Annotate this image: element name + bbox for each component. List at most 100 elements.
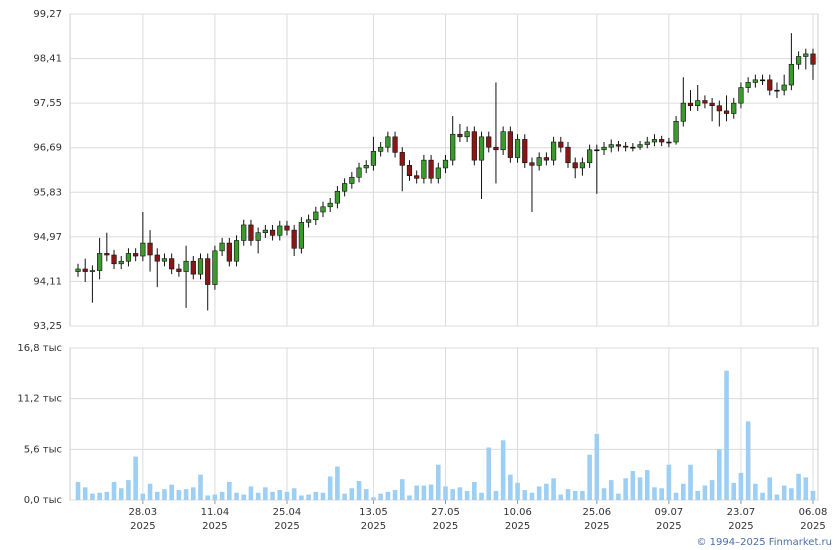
candle-body: [378, 146, 384, 152]
candle-body: [226, 242, 232, 262]
volume-bar: [385, 491, 391, 500]
volume-bar: [544, 483, 549, 500]
volume-bar: [760, 492, 765, 500]
x-tick-label: 25.06: [583, 507, 612, 518]
volume-bar: [558, 494, 564, 500]
candle-body: [558, 141, 564, 148]
candle-body: [471, 131, 477, 161]
candle-body: [385, 136, 391, 148]
volume-bar: [284, 491, 290, 500]
x-tick-label: 2025: [274, 521, 299, 532]
volume-bar: [75, 481, 81, 500]
volume-bar: [486, 447, 492, 500]
volume-bar: [745, 421, 751, 500]
candle-body: [803, 53, 809, 57]
candle-body: [392, 136, 398, 153]
volume-bar: [508, 474, 513, 500]
candle-body: [241, 224, 247, 241]
volume-bar: [789, 488, 794, 500]
volume-bar: [500, 440, 506, 500]
candle-body: [118, 260, 124, 265]
volume-bar: [724, 370, 729, 500]
volume-bar: [479, 492, 484, 500]
volume-bar: [255, 492, 261, 500]
candle-body: [666, 141, 672, 144]
volume-bar: [551, 478, 556, 500]
y-tick-label: 98,41: [33, 54, 62, 65]
x-tick-label: 28.03: [129, 507, 158, 518]
volume-bar: [126, 480, 131, 500]
volume-bar: [277, 490, 283, 500]
volume-bar: [198, 474, 203, 500]
x-tick-label: 27.05: [431, 507, 460, 518]
candle-body: [716, 105, 722, 112]
footer[interactable]: © 1994–2025 Finmarket.ru: [696, 537, 832, 548]
volume-bar: [428, 484, 434, 500]
volume-bar: [680, 483, 686, 500]
x-tick-label: 2025: [505, 521, 530, 532]
candle-body: [334, 190, 341, 204]
volume-bar: [616, 493, 621, 500]
candle-body: [442, 159, 449, 169]
x-tick-label: 13.05: [359, 507, 388, 518]
candle-body: [781, 84, 787, 91]
x-tick-label: 25.04: [273, 507, 302, 518]
volume-bar: [435, 464, 441, 500]
candle-body: [759, 79, 766, 82]
candle-body: [75, 268, 81, 272]
candle-body: [305, 219, 312, 223]
volume-bar: [565, 489, 571, 500]
volume-bar: [515, 482, 520, 500]
candle-body: [695, 100, 701, 107]
candle-body: [89, 270, 96, 272]
candle-body: [709, 102, 715, 107]
candle-body: [125, 253, 132, 262]
x-tick-label: 09.07: [655, 507, 684, 518]
y-tick-label: 96,69: [33, 143, 62, 154]
candle-body: [197, 258, 204, 275]
volume-bar: [587, 454, 592, 500]
candle-body: [140, 242, 146, 257]
x-tick-label: 10.06: [503, 507, 532, 518]
candle-body: [313, 211, 319, 221]
volume-bar: [767, 477, 773, 500]
candle-body: [233, 240, 240, 262]
candle-body: [738, 87, 744, 104]
candle-body: [478, 136, 485, 161]
volume-bar: [659, 488, 664, 500]
volume-bar: [630, 471, 636, 500]
volume-bar: [263, 487, 268, 500]
volume-bar: [774, 494, 780, 500]
volume-tick-label: 0,0 тыс: [24, 495, 62, 506]
candle-body: [320, 206, 326, 213]
candle-body: [493, 146, 499, 151]
volume-bar: [176, 490, 182, 500]
candle-body: [702, 100, 708, 104]
candle-body: [659, 139, 665, 143]
candle-body: [190, 260, 196, 275]
volume-bar: [464, 490, 470, 500]
volume-bar: [97, 492, 102, 500]
volume-bar: [371, 497, 376, 500]
volume-bar: [738, 472, 744, 500]
candle-body: [161, 258, 168, 262]
candle-body: [111, 254, 117, 265]
candle-body: [277, 225, 283, 236]
y-tick-label: 93,25: [33, 321, 62, 332]
volume-bar: [580, 490, 585, 500]
candle-body: [623, 145, 629, 148]
x-tick-label: 23.07: [727, 507, 756, 518]
candle-body: [269, 229, 276, 236]
y-tick-label: 97,55: [33, 98, 62, 109]
volume-bar: [241, 494, 247, 500]
volume-bar: [472, 481, 477, 500]
candle-body: [522, 139, 528, 164]
volume-bar: [248, 486, 254, 500]
volume-bar: [637, 477, 643, 500]
volume-bar: [162, 489, 167, 500]
candle-body: [536, 157, 542, 166]
volume-bar: [90, 493, 95, 500]
volume-bar: [154, 491, 160, 500]
volume-bar: [147, 483, 153, 500]
